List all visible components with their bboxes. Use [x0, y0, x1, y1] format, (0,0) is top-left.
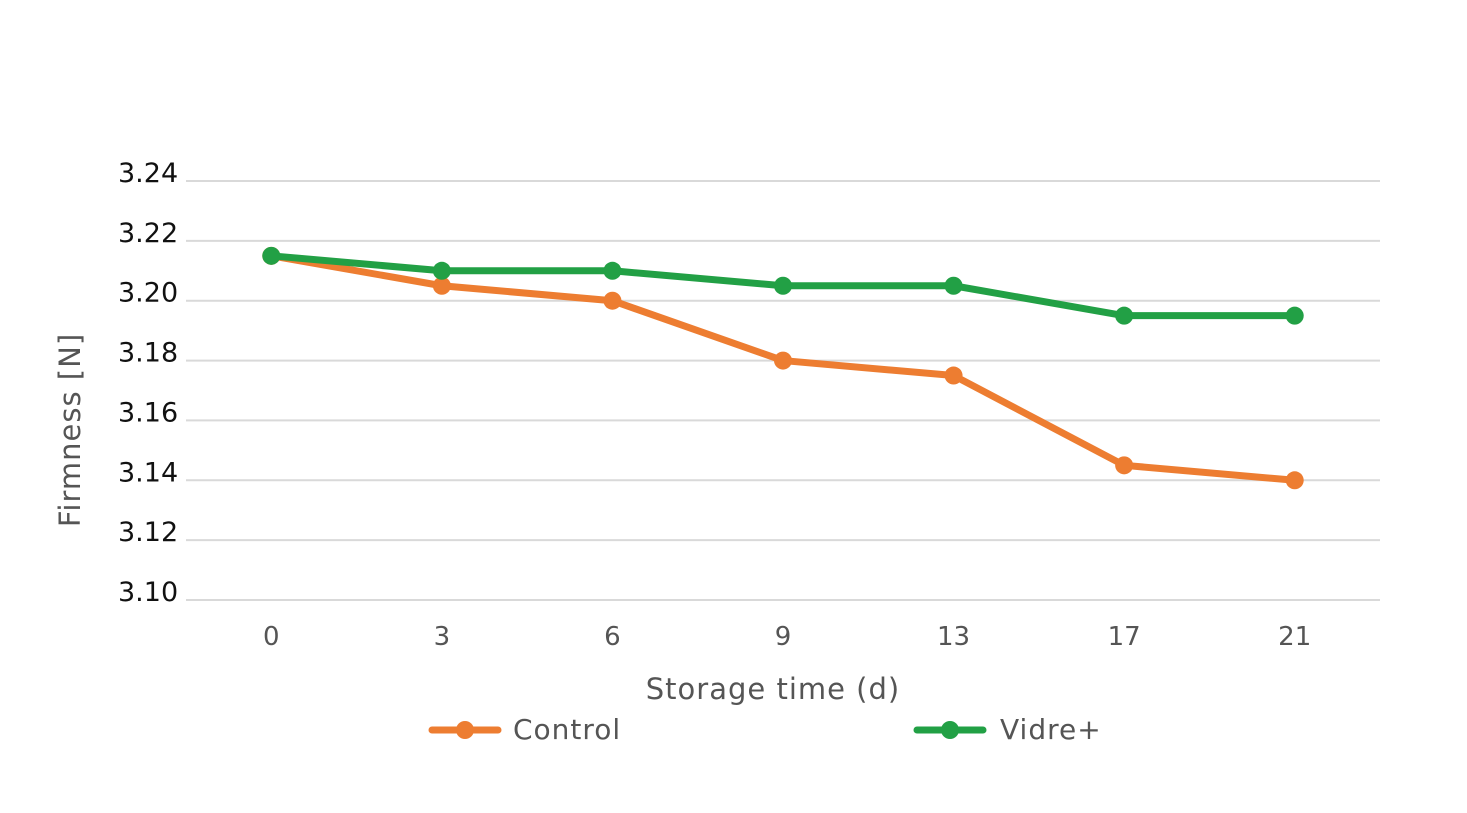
x-tick-label: 13 — [937, 622, 970, 652]
y-tick-label: 3.24 — [118, 158, 178, 189]
x-tick-label: 9 — [775, 622, 792, 652]
y-tick-label: 3.22 — [118, 218, 178, 249]
x-tick-label: 0 — [263, 622, 280, 652]
legend-item-vidre[interactable]: Vidre+ — [913, 713, 1102, 746]
data-point-control[interactable] — [432, 276, 451, 295]
x-axis-label: Storage time (d) — [646, 672, 900, 706]
data-point-vidre[interactable] — [944, 276, 963, 295]
data-point-vidre[interactable] — [774, 276, 792, 295]
y-axis-ticks: 3.24 3.22 3.20 3.18 3.16 3.14 3.12 3.10 — [118, 158, 178, 608]
legend-label-control: Control — [513, 713, 621, 746]
y-tick-label: 3.18 — [118, 338, 178, 369]
series — [262, 246, 1304, 490]
data-point-control[interactable] — [1285, 471, 1304, 490]
x-tick-label: 17 — [1108, 622, 1141, 652]
x-tick-label: 3 — [434, 622, 451, 652]
legend-item-control[interactable]: Control — [428, 713, 621, 746]
y-tick-label: 3.10 — [118, 577, 178, 608]
data-point-control[interactable] — [944, 366, 963, 385]
legend: Control Vidre+ — [428, 713, 1102, 746]
y-tick-label: 3.14 — [118, 457, 178, 488]
data-point-control[interactable] — [603, 291, 622, 310]
legend-swatch-marker-control — [456, 721, 474, 739]
data-point-vidre[interactable] — [262, 246, 281, 265]
data-point-vidre[interactable] — [1285, 306, 1304, 325]
y-tick-label: 3.16 — [118, 397, 178, 428]
data-point-vidre[interactable] — [1115, 306, 1134, 325]
legend-swatch-marker-vidre — [941, 721, 959, 739]
series-vidre — [262, 246, 1304, 325]
x-tick-label: 6 — [604, 622, 621, 652]
data-point-control[interactable] — [774, 351, 792, 370]
x-tick-label: 21 — [1278, 622, 1311, 652]
gridlines — [186, 180, 1380, 601]
y-tick-label: 3.12 — [118, 517, 178, 548]
legend-label-vidre: Vidre+ — [1000, 713, 1102, 746]
data-point-control[interactable] — [1115, 456, 1134, 475]
y-tick-label: 3.20 — [118, 278, 178, 309]
data-point-vidre[interactable] — [603, 261, 622, 280]
y-axis-label: Firmness [N] — [53, 333, 87, 527]
x-axis-ticks: 0 3 6 9 13 17 21 — [263, 622, 1311, 652]
data-point-vidre[interactable] — [432, 261, 451, 280]
